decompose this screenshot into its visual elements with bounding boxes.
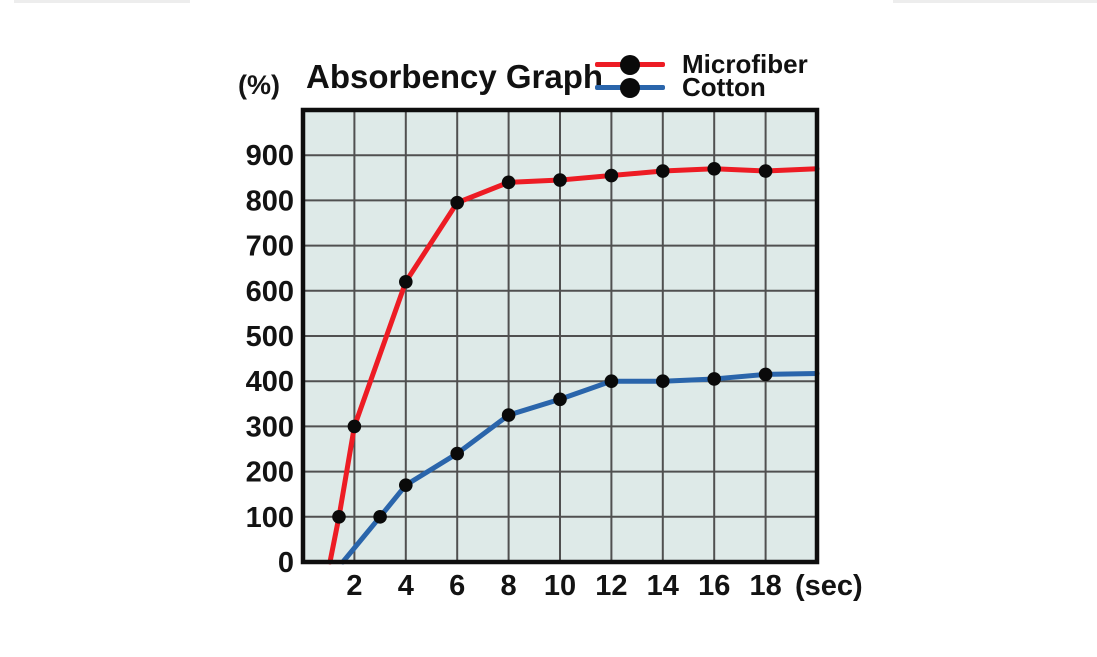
x-tick-label: 14 xyxy=(647,570,679,602)
legend-label-cotton: Cotton xyxy=(682,72,766,102)
data-point-microfiber xyxy=(501,175,516,190)
x-tick-label: 16 xyxy=(698,570,730,602)
y-tick-label: 900 xyxy=(246,140,294,172)
top-border-fragment-right xyxy=(893,0,1097,3)
data-point-cotton xyxy=(758,367,773,382)
series-line-microfiber xyxy=(327,166,820,565)
x-tick-label: 12 xyxy=(595,570,627,602)
x-tick-label: 8 xyxy=(501,570,517,602)
y-tick-label: 100 xyxy=(246,502,294,534)
data-point-microfiber xyxy=(553,173,567,187)
x-tick-label: 10 xyxy=(544,570,576,602)
legend-line-microfiber xyxy=(595,54,665,75)
legend-dot-icon xyxy=(620,77,640,98)
data-point-microfiber xyxy=(758,164,773,178)
data-point-microfiber xyxy=(604,168,619,183)
y-axis-unit-label: (%) xyxy=(238,70,280,100)
y-tick-label: 800 xyxy=(246,185,294,217)
legend-label-microfiber: Microfiber xyxy=(682,49,808,79)
data-point-microfiber xyxy=(450,195,464,210)
x-axis-unit-label: (sec) xyxy=(795,570,863,602)
y-tick-label: 500 xyxy=(246,321,294,353)
x-tick-label: 18 xyxy=(749,570,781,602)
data-point-cotton xyxy=(656,374,670,389)
legend-entry-microfiber: Microfiber xyxy=(595,49,808,79)
data-point-cotton xyxy=(399,478,413,492)
legend-entry-cotton: Cotton xyxy=(595,72,808,102)
data-point-cotton xyxy=(604,374,619,389)
legend-dot-icon xyxy=(620,54,640,75)
y-tick-label: 0 xyxy=(278,547,294,579)
x-tick-label: 2 xyxy=(346,570,362,602)
data-point-cotton xyxy=(501,408,516,422)
data-point-cotton xyxy=(373,510,387,524)
data-point-microfiber xyxy=(707,161,721,176)
y-tick-label: 700 xyxy=(246,231,294,263)
legend: Microfiber Cotton xyxy=(595,49,808,102)
top-border-fragment-left xyxy=(14,0,190,3)
data-point-microfiber xyxy=(656,164,670,178)
absorbency-chart: 0 100 200 300 400 500 600 700 800 900 2 4 6 8 10 12 14 16… xyxy=(246,107,863,602)
data-point-microfiber xyxy=(332,510,346,524)
legend-line-cotton xyxy=(595,77,665,98)
x-tick-label: 4 xyxy=(398,570,414,602)
data-point-microfiber xyxy=(347,419,362,434)
x-tick-label: 6 xyxy=(449,570,465,602)
data-point-cotton xyxy=(707,372,721,386)
y-tick-label: 300 xyxy=(246,411,294,443)
data-point-cotton xyxy=(450,446,464,461)
plot-border xyxy=(300,107,820,565)
y-tick-label: 600 xyxy=(246,276,294,308)
y-tick-label: 400 xyxy=(246,366,294,398)
y-tick-label: 200 xyxy=(246,457,294,489)
chart-title: Absorbency Graph xyxy=(306,58,604,95)
data-point-microfiber xyxy=(399,274,413,289)
data-point-cotton xyxy=(553,392,567,407)
